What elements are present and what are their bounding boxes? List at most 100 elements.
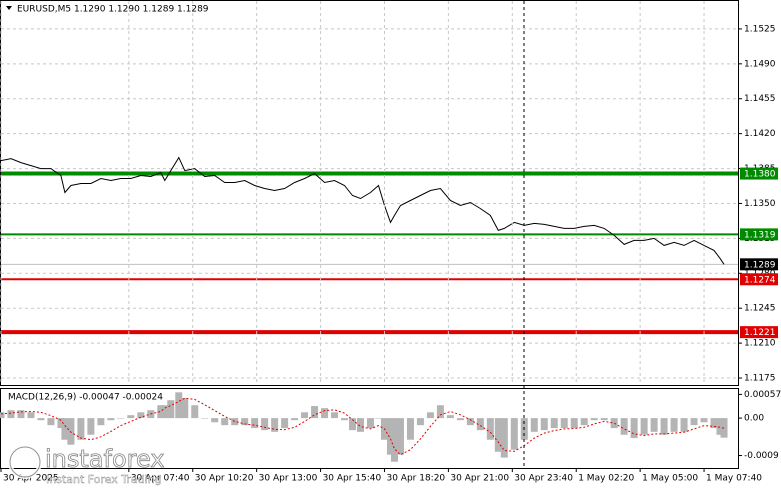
macd-bar (580, 418, 588, 426)
macd-bar (251, 418, 259, 429)
macd-bar (426, 412, 434, 419)
macd-bar (201, 418, 209, 419)
macd-bar (127, 415, 135, 419)
level-label: 1.1289 (744, 260, 776, 270)
macd-bar (17, 410, 25, 419)
menu-arrow (6, 6, 12, 10)
macd-bar (374, 418, 382, 419)
macd-bar (97, 418, 105, 426)
macd-bar (107, 418, 115, 421)
macd-bar (349, 418, 357, 431)
macd-bar (620, 418, 628, 435)
y-tick-label: 1.1350 (744, 199, 776, 209)
watermark-tagline: Instant Forex Trading (46, 473, 162, 486)
y-tick-label: 1.1490 (744, 59, 776, 69)
x-tick-label: 30 Apr 07:40 (131, 474, 190, 484)
macd-bar (175, 392, 183, 419)
y-tick-label: 1.1455 (744, 94, 776, 104)
x-tick-label: 30 Apr 21:00 (450, 474, 509, 484)
macd-bar (57, 418, 65, 429)
macd-bar (530, 418, 538, 432)
y-tick-label: 1.1420 (744, 129, 776, 139)
price-line (0, 156, 725, 265)
macd-bar (331, 412, 339, 419)
macd-bar (87, 418, 95, 435)
macd-bar (446, 415, 454, 419)
macd-bar (77, 418, 85, 440)
level-label: 1.1221 (744, 328, 776, 338)
signal-line (0, 397, 725, 456)
macd-bar (670, 418, 678, 432)
macd-bar (416, 418, 424, 426)
macd-bar (0, 412, 5, 419)
macd-bar (630, 418, 638, 439)
macd-bar (590, 418, 598, 421)
macd-bar (321, 408, 329, 419)
level-label-box (740, 326, 778, 339)
watermark-brand: instaforex (45, 445, 165, 473)
x-tick-label: 1 May 05:00 (642, 474, 698, 484)
macd-bar (600, 418, 608, 421)
macd-bar (406, 418, 414, 440)
macd-bar (301, 412, 309, 419)
x-tick-label: 30 Apr 15:40 (323, 474, 382, 484)
y-tick-label: -0.0009 (744, 451, 779, 461)
level-label-box (740, 167, 778, 180)
macd-bar (271, 418, 279, 432)
macd-bar (137, 412, 145, 419)
macd-bar (494, 418, 502, 452)
macd-bar (660, 418, 668, 435)
macd-bar (27, 412, 35, 419)
macd-bar (396, 418, 404, 455)
macd-bar (221, 418, 229, 426)
macd-bar (550, 418, 558, 429)
watermark-logo-outline (9, 446, 41, 478)
macd-bar (610, 418, 618, 429)
macd-bar (486, 418, 494, 440)
macd-title: MACD(12,26,9) -0.00047 -0.00024 (8, 393, 163, 403)
macd-bar (436, 405, 444, 419)
macd-bar (261, 418, 269, 431)
macd-bar (241, 418, 249, 426)
chart-title: EURUSD,M5 1.1290 1.1290 1.1289 1.1289 (17, 5, 209, 15)
macd-bar (700, 418, 708, 423)
y-tick-label: 0.00 (744, 414, 764, 424)
x-tick-label: 30 Apr 18:20 (386, 474, 445, 484)
watermark: instaforex Instant Forex Trading (8, 445, 165, 486)
y-tick-label: 1.1525 (744, 24, 776, 34)
macd-bar (720, 418, 728, 438)
macd-bar (357, 418, 365, 432)
macd-bar (366, 418, 374, 429)
macd-bar (710, 418, 718, 429)
macd-bar (386, 418, 394, 455)
x-tick-label: 30 Apr 13:00 (259, 474, 318, 484)
macd-bar (640, 418, 648, 435)
macd-bar (680, 418, 688, 432)
level-label: 1.1319 (744, 230, 776, 240)
x-tick-label: 1 May 02:20 (578, 474, 634, 484)
macd-bar (456, 418, 464, 421)
y-tick-label: 1.1210 (744, 339, 776, 349)
macd-bar (281, 418, 289, 429)
macd-bar (560, 418, 568, 429)
y-tick-label: 1.1245 (744, 304, 776, 314)
macd-bar (291, 418, 299, 421)
macd-bar (61, 418, 69, 440)
macd-bar (167, 400, 175, 419)
level-label-box (740, 228, 778, 241)
macd-bar (191, 405, 199, 419)
macd-bar (476, 418, 484, 431)
macd-bar (181, 398, 189, 419)
x-tick-label: 30 Apr 10:20 (195, 474, 254, 484)
macd-bar (157, 405, 165, 419)
macd-panel (0, 388, 739, 469)
macd-bar (161, 405, 169, 419)
macd-bar (117, 418, 125, 419)
macd-bar (570, 418, 578, 429)
level-label: 1.1274 (744, 275, 776, 285)
macd-bar (716, 418, 724, 435)
macd-bar (211, 418, 219, 423)
level-label: 1.1380 (744, 170, 776, 180)
